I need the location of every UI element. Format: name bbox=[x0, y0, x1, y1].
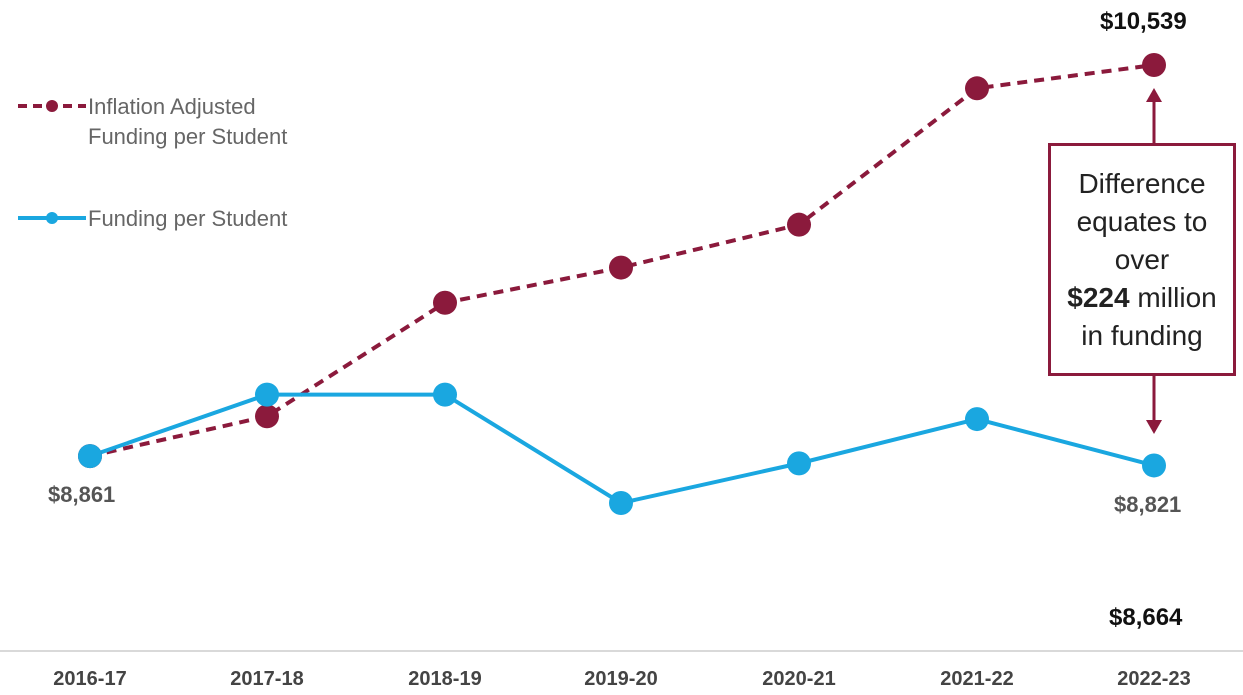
difference-text-suffix: million in funding bbox=[1081, 281, 1217, 351]
legend-label-funding: Funding per Student bbox=[88, 206, 288, 231]
data-point-inflation-adjusted bbox=[965, 76, 989, 101]
data-point-funding bbox=[255, 382, 279, 407]
data-point-funding bbox=[1142, 453, 1166, 478]
data-point-funding bbox=[78, 444, 102, 469]
legend-item-inflation-adjusted: Inflation Adjusted Funding per Student bbox=[18, 92, 338, 152]
x-tick-label: 2022-23 bbox=[1117, 668, 1191, 690]
end-actual-label: $8,821 bbox=[1114, 492, 1182, 517]
x-tick-label: 2018-19 bbox=[408, 668, 482, 690]
legend-item-funding: Funding per Student bbox=[18, 204, 338, 234]
data-point-funding bbox=[787, 451, 811, 476]
start-value-label: $8,861 bbox=[48, 482, 116, 507]
difference-text-prefix: Difference equates to over bbox=[1076, 167, 1208, 275]
data-point-funding bbox=[609, 491, 633, 515]
baseline-label: $8,664 bbox=[1109, 604, 1183, 631]
x-tick-label: 2021-22 bbox=[940, 668, 1014, 690]
x-tick-label: 2016-17 bbox=[53, 668, 127, 690]
legend-swatch-dashed-line-icon bbox=[18, 92, 88, 120]
x-tick-label: 2017-18 bbox=[230, 668, 304, 690]
difference-arrow-down-head bbox=[1146, 420, 1162, 434]
data-point-funding bbox=[433, 382, 457, 407]
series-line-funding bbox=[89, 392, 1155, 506]
data-point-inflation-adjusted bbox=[255, 404, 279, 429]
difference-callout: Difference equates to over $224 million … bbox=[1048, 143, 1236, 376]
difference-amount: $224 bbox=[1067, 281, 1130, 313]
data-point-inflation-adjusted bbox=[787, 212, 811, 237]
data-point-inflation-adjusted bbox=[433, 290, 457, 315]
data-point-inflation-adjusted bbox=[1142, 53, 1166, 77]
data-point-inflation-adjusted bbox=[609, 255, 633, 280]
difference-callout-text: Difference equates to over $224 million … bbox=[1057, 165, 1227, 355]
x-tick-label: 2019-20 bbox=[584, 668, 658, 690]
end-adjusted-label: $10,539 bbox=[1100, 8, 1187, 35]
x-tick-label: 2020-21 bbox=[762, 668, 836, 690]
data-point-funding bbox=[965, 407, 989, 432]
legend: Inflation Adjusted Funding per Student F… bbox=[18, 92, 378, 252]
legend-label-inflation-adjusted: Inflation Adjusted Funding per Student bbox=[88, 94, 288, 149]
legend-swatch-solid-line-icon bbox=[18, 204, 88, 232]
difference-arrow-up-head bbox=[1146, 88, 1162, 102]
